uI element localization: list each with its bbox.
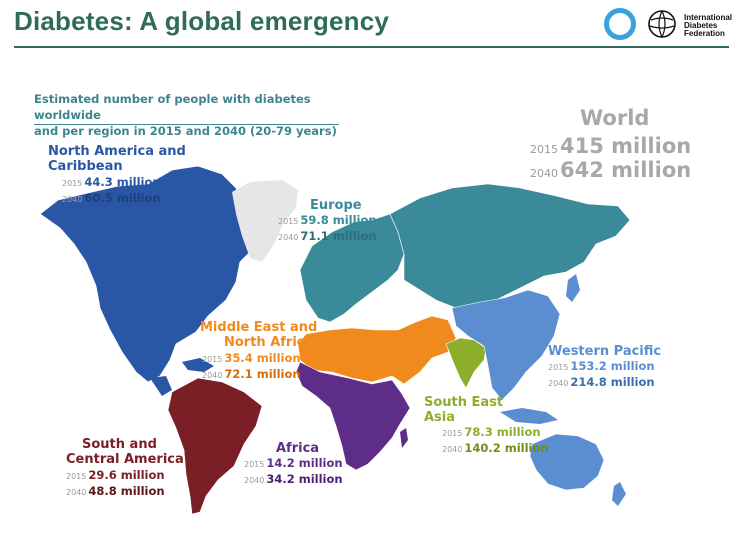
sca-value-2040: 48.8 million	[88, 484, 165, 498]
africa-value-2040: 34.2 million	[266, 472, 343, 486]
mena-value-2015: 35.4 million	[224, 351, 301, 365]
world-value-2015: 415 million	[560, 134, 692, 158]
sea-value-2040: 140.2 million	[464, 441, 549, 455]
nac-2015-row: 2015 44.3 million	[62, 175, 161, 189]
logo-line-1: International	[684, 13, 733, 22]
logo-line-2: Diabetes	[684, 21, 718, 30]
nac-value-2015: 44.3 million	[84, 175, 161, 189]
wp-name: Western Pacific	[548, 344, 662, 359]
map-subtitle: Estimated number of people with diabetes…	[34, 91, 344, 139]
sea-2015-row: 2015 78.3 million	[442, 425, 541, 439]
sca-value-2015: 29.6 million	[88, 468, 165, 482]
sea-label: South East Asia 2015 78.3 million 2040 140…	[424, 395, 549, 457]
nac-value-2040: 60.5 million	[84, 191, 161, 205]
subtitle-line-2: and per region in 2015 and 2040 (20-79 y…	[34, 124, 337, 138]
region-caribbean	[182, 358, 214, 372]
world-2015-row: 2015415 million	[530, 134, 691, 162]
wp-value-2040: 214.8 million	[570, 375, 655, 389]
mena-value-2040: 72.1 million	[224, 367, 301, 381]
region-north-america	[39, 165, 263, 383]
region-australia	[529, 433, 605, 491]
sca-name-2: Central America	[66, 452, 184, 467]
europe-label: Europe 2015 59.8 million 2040 71.1 million	[278, 198, 377, 245]
sca-2040-row: 2040 48.8 million	[66, 484, 165, 498]
sea-2040-row: 2040 140.2 million	[442, 441, 549, 455]
world-year-2015: 2015	[530, 143, 558, 156]
region-central-link	[150, 376, 172, 396]
sca-label: South and Central America 2015 29.6 milli…	[66, 437, 184, 500]
region-south-america	[167, 377, 263, 515]
nac-label: North America and Caribbean 2015 44.3 mil…	[48, 144, 186, 207]
wp-value-2015: 153.2 million	[570, 359, 655, 373]
africa-2015-row: 2015 14.2 million	[244, 456, 343, 470]
logo-line-3: Federation	[684, 29, 725, 38]
wp-label: Western Pacific 2015 153.2 million 2040 21…	[548, 344, 661, 391]
logo-wordmark: International Diabetes Federation	[684, 14, 744, 38]
subtitle-line-1: Estimated number of people with diabetes…	[34, 92, 311, 122]
globe-icon	[648, 10, 676, 38]
europe-2015-row: 2015 59.8 million	[278, 213, 377, 227]
region-russia	[389, 183, 631, 309]
europe-name: Europe	[310, 198, 362, 213]
mena-label: Middle East and North Africa 2015 35.4 mi…	[200, 320, 317, 383]
wp-2040-row: 2040 214.8 million	[548, 375, 655, 389]
blue-circle-icon	[604, 8, 636, 40]
mena-name-2: North Africa	[224, 335, 314, 350]
world-value-2040: 642 million	[560, 158, 692, 182]
sca-2015-row: 2015 29.6 million	[66, 468, 165, 482]
europe-2040-row: 2040 71.1 million	[278, 229, 377, 243]
region-greenland	[232, 180, 298, 262]
world-label: World	[580, 106, 650, 130]
region-south-east-asia	[445, 337, 487, 389]
europe-value-2015: 59.8 million	[300, 213, 377, 227]
africa-2040-row: 2040 34.2 million	[244, 472, 343, 486]
world-year-2040: 2040	[530, 167, 558, 180]
title-divider	[14, 46, 729, 48]
mena-2015-row: 2015 35.4 million	[202, 351, 301, 365]
sea-name-1: South East	[424, 395, 504, 410]
nac-name-2: Caribbean	[48, 159, 123, 174]
europe-value-2040: 71.1 million	[300, 229, 377, 243]
region-madagascar	[400, 428, 408, 448]
world-2040-row: 2040642 million	[530, 158, 691, 186]
africa-value-2015: 14.2 million	[266, 456, 343, 470]
subtitle-divider	[34, 124, 339, 125]
region-mena	[297, 315, 457, 385]
sea-value-2015: 78.3 million	[464, 425, 541, 439]
mena-2040-row: 2040 72.1 million	[202, 367, 301, 381]
mena-name-1: Middle East and	[200, 320, 318, 335]
region-europe	[299, 213, 405, 323]
sca-name-1: South and	[82, 437, 157, 452]
region-indonesia	[500, 408, 558, 424]
africa-name: Africa	[276, 441, 320, 456]
sea-name-2: Asia	[424, 410, 456, 425]
nac-2040-row: 2040 60.5 million	[62, 191, 161, 205]
wp-2015-row: 2015 153.2 million	[548, 359, 655, 373]
africa-label: Africa 2015 14.2 million 2040 34.2 million	[244, 441, 343, 488]
region-africa	[295, 361, 411, 471]
region-western-pacific-asia	[451, 289, 561, 401]
region-japan	[566, 274, 580, 302]
world-stats: World	[580, 106, 649, 130]
nac-name-1: North America and	[48, 144, 186, 159]
page-title: Diabetes: A global emergency	[14, 6, 390, 36]
region-new-zealand	[612, 482, 626, 506]
